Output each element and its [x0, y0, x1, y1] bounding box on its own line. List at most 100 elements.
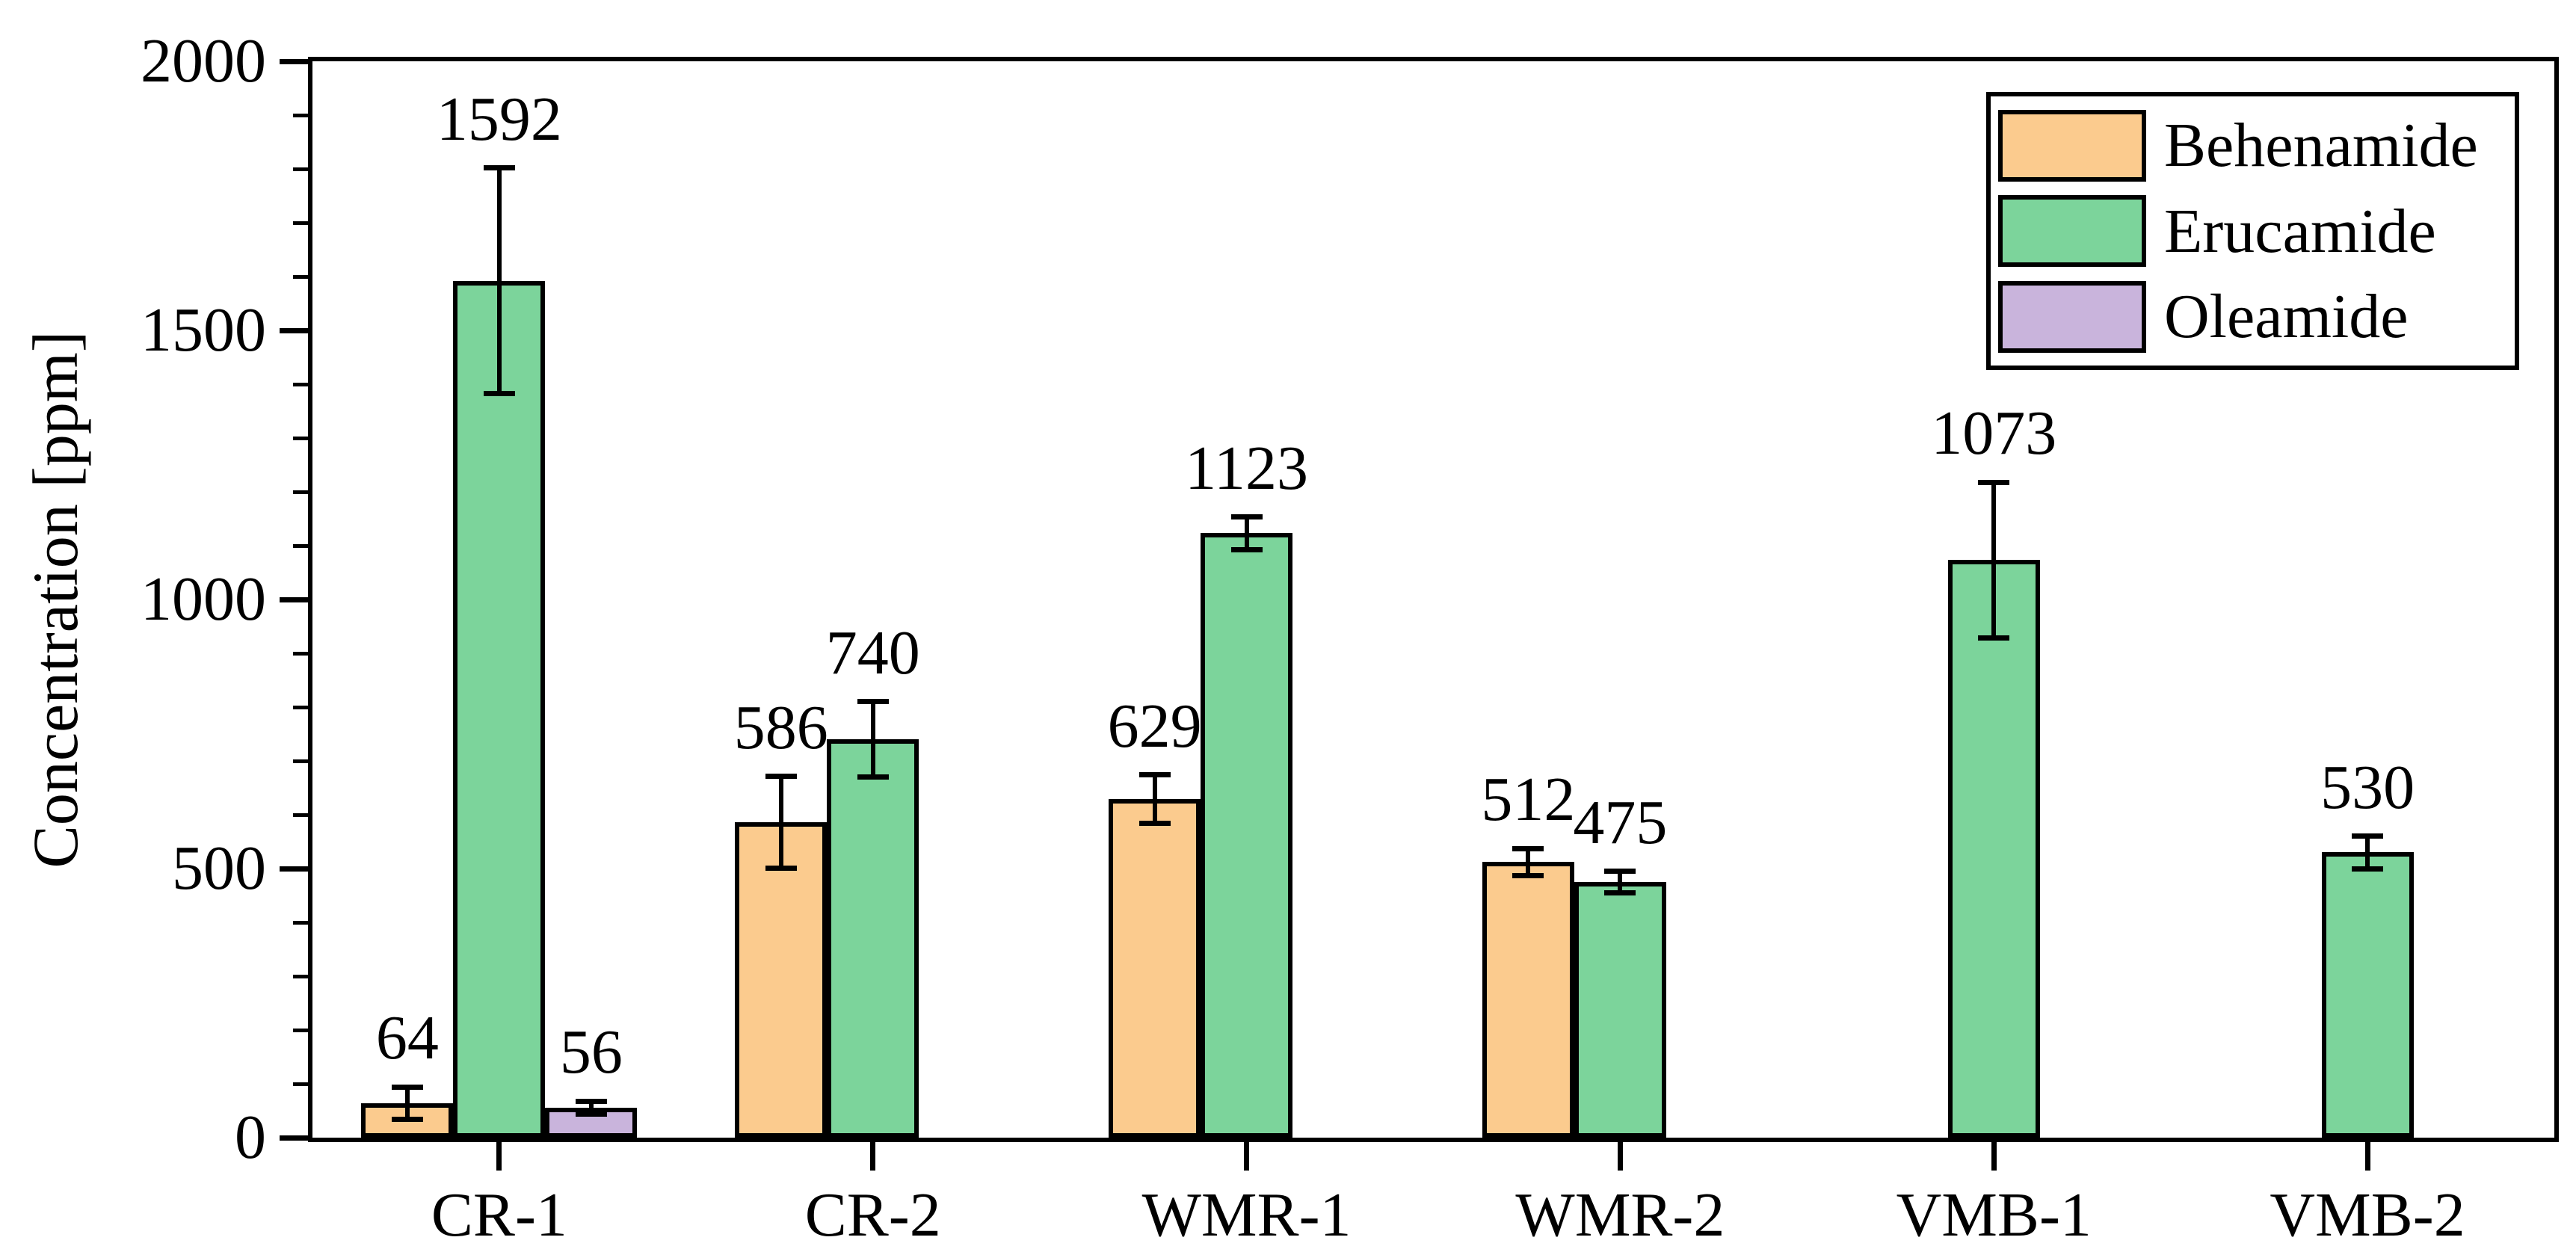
y-axis-minor-tick	[293, 759, 308, 763]
error-bar-cap-bottom	[857, 774, 889, 780]
x-axis-category-label: VMB-2	[2270, 1180, 2465, 1250]
y-axis-minor-tick	[293, 705, 308, 709]
y-axis-minor-tick	[293, 274, 308, 279]
error-bar-cap-top	[1604, 869, 1636, 875]
error-bar-cap-bottom	[1138, 821, 1171, 827]
bar-value-label: 1073	[1931, 398, 2057, 469]
x-axis-category-label: VMB-1	[1896, 1180, 2092, 1250]
y-axis-tick-label: 2000	[141, 26, 266, 96]
error-bar-cap-bottom	[2352, 866, 2384, 872]
error-bar-cap-bottom	[575, 1111, 607, 1117]
bar-value-label: 740	[825, 617, 920, 688]
error-bar-cap-bottom	[765, 865, 797, 871]
error-bar-line	[778, 776, 783, 869]
y-axis-minor-tick	[293, 920, 308, 925]
legend-item-behenamide: Behenamide	[1998, 105, 2507, 187]
error-bar-cap-top	[1512, 845, 1544, 851]
x-axis-major-tick	[870, 1142, 876, 1171]
legend-item-oleamide: Oleamide	[1998, 276, 2507, 358]
error-bar-cap-top	[857, 699, 889, 705]
bar-value-label: 1123	[1185, 433, 1309, 503]
x-axis-category-label: CR-2	[804, 1180, 941, 1250]
x-axis-category-label: WMR-2	[1515, 1180, 1725, 1250]
y-axis-minor-tick	[293, 974, 308, 978]
bar-value-label: 1592	[436, 84, 562, 154]
error-bar-line	[870, 701, 875, 777]
bar-erucamide-CR-1	[453, 280, 546, 1138]
y-axis-minor-tick	[293, 221, 308, 225]
bar-erucamide-WMR-1	[1201, 533, 1293, 1138]
error-bar-cap-bottom	[1978, 635, 2010, 641]
error-bar-cap-top	[575, 1098, 607, 1104]
error-bar-cap-top	[391, 1084, 423, 1090]
y-axis-major-tick	[280, 866, 308, 872]
error-bar-cap-top	[2352, 833, 2384, 839]
bar-value-label: 512	[1481, 765, 1576, 835]
error-bar-cap-bottom	[1230, 546, 1263, 552]
error-bar-cap-top	[1978, 479, 2010, 485]
legend-item-erucamide: Erucamide	[1998, 190, 2507, 272]
y-axis-tick-label: 0	[235, 1103, 266, 1172]
bar-value-label: 586	[733, 692, 828, 762]
y-axis-major-tick	[280, 1135, 308, 1141]
error-bar-line	[496, 167, 502, 394]
error-bar-cap-bottom	[1512, 872, 1544, 878]
x-axis-major-tick	[1991, 1142, 1997, 1171]
y-axis-minor-tick	[293, 436, 308, 440]
x-axis-major-tick	[1617, 1142, 1623, 1171]
x-axis-major-tick	[496, 1142, 502, 1171]
bar-erucamide-CR-2	[827, 739, 919, 1138]
bar-behenamide-WMR-1	[1109, 799, 1201, 1138]
y-axis-tick-label: 1000	[141, 564, 266, 634]
error-bar-line	[1618, 871, 1623, 893]
x-axis-major-tick	[1244, 1142, 1250, 1171]
error-bar-line	[1526, 848, 1531, 876]
y-axis-tick-label: 1500	[141, 295, 266, 365]
bar-value-label: 629	[1107, 691, 1202, 761]
bar-value-label: 475	[1573, 787, 1668, 857]
error-bar-cap-top	[1230, 514, 1263, 520]
legend-swatch-erucamide	[1998, 195, 2146, 267]
y-axis-minor-tick	[293, 382, 308, 386]
legend-label: Erucamide	[2164, 196, 2436, 266]
bar-behenamide-WMR-2	[1482, 862, 1574, 1138]
x-axis-category-label: CR-1	[431, 1180, 567, 1250]
error-bar-line	[588, 1101, 594, 1114]
bar-value-label: 530	[2320, 752, 2415, 822]
y-axis-major-tick	[280, 58, 308, 64]
error-bar-cap-top	[765, 774, 797, 780]
y-axis-major-tick	[280, 327, 308, 333]
error-bar-line	[2365, 836, 2370, 869]
error-bar-cap-top	[483, 165, 515, 171]
error-bar-cap-bottom	[1604, 889, 1636, 895]
x-axis-major-tick	[2364, 1142, 2370, 1171]
bar-value-label: 64	[375, 1003, 439, 1073]
legend: Behenamide Erucamide Oleamide	[1986, 92, 2519, 370]
y-axis-minor-tick	[293, 490, 308, 494]
y-axis-tick-label: 500	[172, 833, 266, 903]
error-bar-line	[404, 1087, 410, 1120]
legend-swatch-oleamide	[1998, 280, 2146, 353]
error-bar-cap-bottom	[483, 391, 515, 397]
x-axis-category-label: WMR-1	[1141, 1180, 1352, 1250]
bar-erucamide-VMB-1	[1947, 560, 2040, 1138]
error-bar-cap-bottom	[391, 1117, 423, 1123]
bar-value-label: 56	[559, 1017, 623, 1088]
bar-erucamide-VMB-2	[2321, 852, 2414, 1138]
bar-behenamide-CR-2	[735, 822, 828, 1138]
legend-label: Oleamide	[2164, 282, 2409, 351]
error-bar-line	[1244, 517, 1249, 550]
plot-frame	[308, 57, 2559, 1142]
error-bar-cap-top	[1138, 772, 1171, 778]
y-axis-minor-tick	[293, 1028, 308, 1032]
y-axis-minor-tick	[293, 543, 308, 548]
bar-erucamide-WMR-2	[1574, 882, 1666, 1138]
legend-label: Behenamide	[2164, 111, 2478, 180]
y-axis-minor-tick	[293, 113, 308, 117]
plot-area: 0 500 1000 1500 2000 CR-1 CR-2 WMR-1 WMR-2 VMB-1 V…	[141, 26, 2554, 1250]
y-axis-minor-tick	[293, 812, 308, 817]
y-axis-minor-tick	[293, 167, 308, 171]
legend-swatch-behenamide	[1998, 109, 2146, 182]
y-axis-minor-tick	[293, 1082, 308, 1086]
